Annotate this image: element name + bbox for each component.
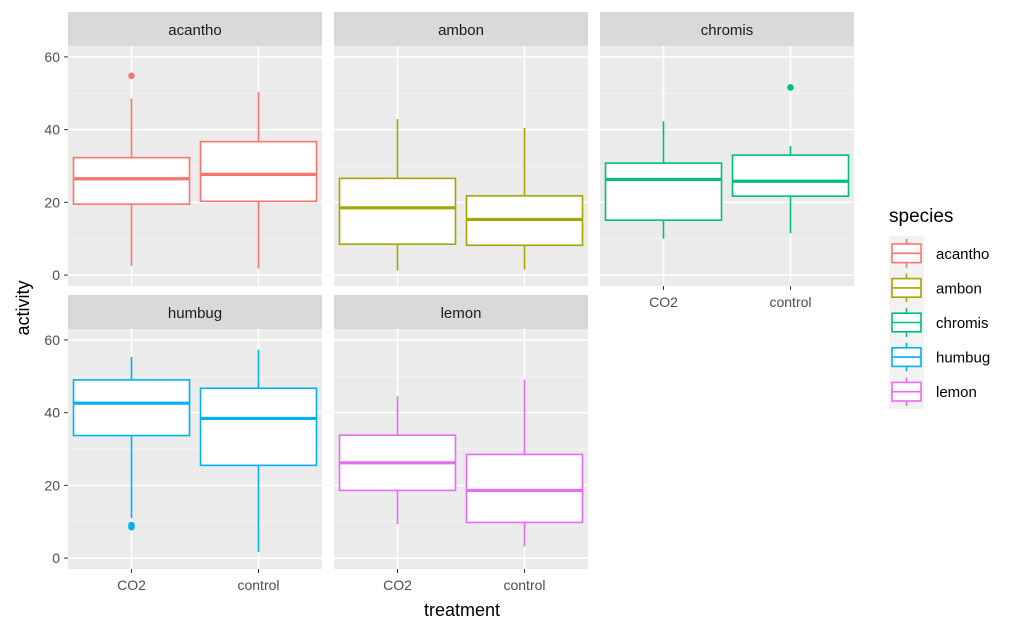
legend-label: acantho [936, 246, 989, 263]
facet-strip-label: chromis [701, 22, 754, 39]
y-tick-label: 20 [44, 194, 60, 210]
legend-label: lemon [936, 384, 977, 401]
boxplot-co2 [338, 119, 457, 271]
box-iqr [72, 156, 191, 205]
boxplot-co2 [604, 121, 723, 239]
legend-label: ambon [936, 280, 982, 297]
facet-strip [68, 12, 322, 46]
boxplot-control [199, 349, 318, 553]
y-tick-label: 20 [44, 477, 60, 493]
facet-panel-acantho: acantho 0 20 40 60 [44, 12, 322, 286]
facet-strip [600, 12, 854, 46]
box-iqr [604, 162, 723, 221]
y-tick-label: 0 [52, 267, 60, 283]
box-iqr [731, 154, 850, 197]
legend-title: species [889, 206, 953, 227]
x-tick-label: control [237, 577, 279, 593]
y-tick-label: 60 [44, 49, 60, 65]
outlier-point [787, 84, 794, 91]
facet-strip-label: ambon [438, 22, 484, 39]
box-iqr [199, 387, 318, 467]
box-iqr [199, 140, 318, 203]
legend-item-acantho: acantho [889, 236, 989, 271]
y-axis-title: activity [13, 280, 33, 335]
box-iqr [338, 177, 457, 245]
x-tick-label: CO2 [383, 577, 412, 593]
outlier-point [128, 521, 135, 529]
facet-strip [68, 295, 322, 329]
boxplot-control [465, 127, 584, 270]
legend-item-lemon: lemon [889, 374, 977, 409]
legend-label: humbug [936, 350, 990, 367]
box-iqr [465, 453, 584, 524]
boxplot-control [465, 379, 584, 547]
facet-strip-label: lemon [441, 305, 482, 322]
x-tick-label: CO2 [649, 294, 678, 310]
x-tick-label: control [503, 577, 545, 593]
x-axis-title: treatment [424, 600, 500, 620]
facet-panel-humbug: humbug 0 20 40 60 CO2 control [44, 295, 322, 593]
legend-item-chromis: chromis [889, 305, 989, 340]
y-tick-label: 40 [44, 405, 60, 421]
y-tick-label: 40 [44, 122, 60, 138]
legend-item-ambon: ambon [889, 270, 982, 306]
y-tick-label: 0 [52, 550, 60, 566]
facet-strip-label: humbug [168, 305, 222, 322]
legend: species acantho ambon chromis humbug lemon [889, 206, 990, 409]
legend-label: chromis [936, 315, 989, 332]
facet-panel-chromis: chromis CO2 control [600, 12, 854, 310]
x-tick-label: CO2 [117, 577, 146, 593]
boxplot-co2 [338, 396, 457, 525]
y-tick-label: 60 [44, 332, 60, 348]
legend-item-humbug: humbug [889, 339, 990, 375]
facet-strip-label: acantho [168, 22, 221, 39]
facet-panel-ambon: ambon [334, 12, 588, 286]
facet-strip [334, 12, 588, 46]
boxplot-co2 [72, 72, 191, 266]
facet-strip [334, 295, 588, 329]
boxplot-co2 [72, 357, 191, 531]
facet-panel-lemon: lemon CO2 control [334, 295, 588, 593]
box-iqr [72, 379, 191, 437]
outlier-point [128, 72, 135, 80]
boxplot-control [199, 91, 318, 269]
boxplot-control [731, 84, 850, 234]
x-tick-label: control [769, 294, 811, 310]
